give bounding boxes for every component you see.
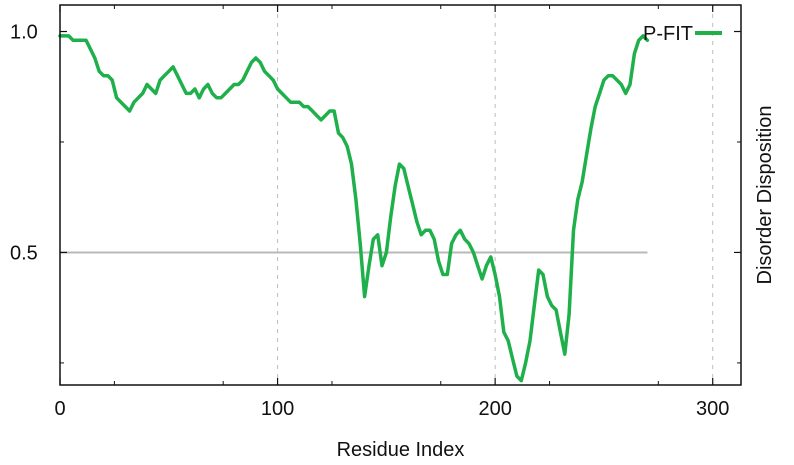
- legend-label: P-FIT: [643, 23, 693, 45]
- y-tick-label: 0.5: [10, 242, 38, 264]
- gridlines: [277, 5, 714, 385]
- x-axis-title: Residue Index: [337, 439, 465, 461]
- plot-frame: [59, 4, 742, 386]
- series-layer: [58, 34, 650, 383]
- axis-tick-labels: 0 100 200 300 0.5 1.0: [10, 22, 729, 420]
- y-tick-label: 1.0: [10, 22, 38, 44]
- legend: P-FIT: [643, 23, 722, 45]
- x-tick-label: 0: [54, 398, 65, 420]
- x-tick-label: 100: [261, 398, 294, 420]
- x-tick-label: 300: [696, 398, 729, 420]
- axis-ticks: [59, 5, 741, 385]
- x-tick-label: 200: [478, 398, 511, 420]
- y-axis-title: Disorder Disposition: [754, 106, 776, 285]
- series-line-p-fit: [58, 34, 650, 383]
